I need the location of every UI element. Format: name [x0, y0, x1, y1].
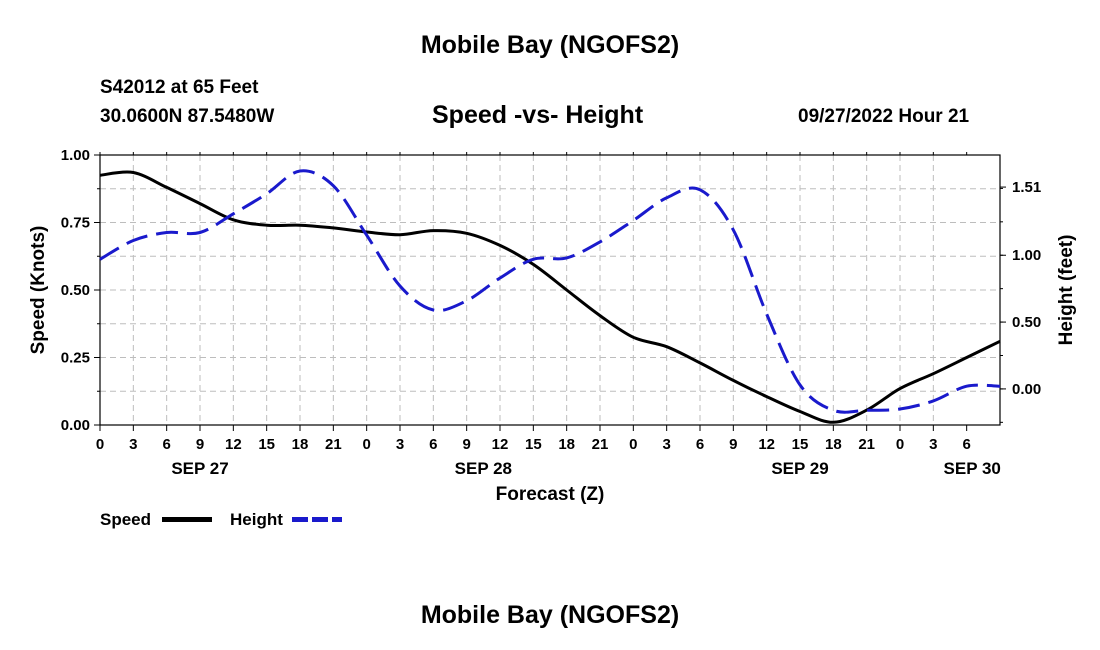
x-tick-label: 3 — [396, 436, 404, 453]
x-tick-label: 21 — [592, 436, 609, 453]
y2-tick-label: 0.00 — [1012, 381, 1041, 398]
legend-speed-label: Speed — [100, 510, 152, 529]
series-line-height — [99, 169, 1001, 414]
x-tick-label: 18 — [558, 436, 575, 453]
series-line-speed — [99, 170, 1001, 424]
footer-title: Mobile Bay (NGOFS2) — [420, 601, 680, 629]
x-tick-label: 21 — [325, 436, 342, 453]
x-tick-label: 6 — [429, 436, 437, 453]
x-tick-label: 3 — [662, 436, 670, 453]
x-tick-label: 6 — [162, 436, 170, 453]
y-tick-label: 0.50 — [61, 282, 90, 299]
x-tick-label: 12 — [225, 436, 242, 453]
chart-subtitle: Speed -vs- Height — [432, 101, 644, 129]
x-tick-label: 18 — [825, 436, 842, 453]
x-tick-label: 0 — [896, 436, 904, 453]
station-coordinates: 30.0600N 87.5480W — [100, 106, 275, 127]
x-tick-label: 21 — [858, 436, 875, 453]
x-tick-label: 3 — [129, 436, 137, 453]
date-label: SEP 28 — [455, 459, 512, 478]
x-tick-label: 9 — [729, 436, 737, 453]
y-tick-label: 0.75 — [61, 215, 90, 232]
x-tick-label: 9 — [462, 436, 470, 453]
series — [99, 169, 1001, 424]
y-tick-label: 0.25 — [61, 350, 90, 367]
y2-tick-label: 1.00 — [1012, 247, 1041, 264]
forecast-datetime: 09/27/2022 Hour 21 — [798, 106, 970, 127]
x-tick-label: 15 — [525, 436, 542, 453]
date-label: SEP 29 — [771, 459, 828, 478]
date-label: SEP 27 — [171, 459, 228, 478]
x-tick-label: 6 — [696, 436, 704, 453]
x-tick-label: 15 — [258, 436, 275, 453]
x-tick-label: 12 — [492, 436, 509, 453]
station-label: S42012 at 65 Feet — [100, 77, 259, 98]
y-axis-label: Speed (Knots) — [28, 226, 49, 355]
y-tick-label: 1.00 — [61, 147, 90, 164]
y-tick-label: 0.00 — [61, 417, 90, 434]
legend-height-swatch — [292, 517, 342, 522]
legend-speed-swatch — [162, 517, 212, 522]
axes: 0 3 6 9 12 15 18 21 0 3 6 9 12 15 18 21 0 3 6 9 12 15 18 21 0 3 6S… — [61, 147, 1041, 478]
x-tick-label: 0 — [362, 436, 370, 453]
chart-title: Mobile Bay (NGOFS2) — [420, 31, 680, 59]
x-tick-label: 0 — [629, 436, 637, 453]
y2-axis-label: Height (feet) — [1056, 235, 1077, 346]
x-tick-label: 12 — [758, 436, 775, 453]
x-tick-label: 6 — [962, 436, 970, 453]
date-label: SEP 30 — [944, 459, 1001, 478]
legend-height-label: Height — [230, 510, 283, 529]
y2-tick-label: 1.51 — [1012, 179, 1041, 196]
grid — [100, 154, 1000, 425]
x-tick-label: 15 — [792, 436, 809, 453]
x-tick-label: 9 — [196, 436, 204, 453]
speed-height-chart: 0 3 6 9 12 15 18 21 0 3 6 9 12 15 18 21 0 3 6 9 12 15 18 21 0 3 6S… — [28, 147, 1077, 505]
x-tick-label: 18 — [292, 436, 309, 453]
y2-tick-label: 0.50 — [1012, 314, 1041, 331]
x-axis-label: Forecast (Z) — [496, 484, 605, 505]
x-tick-label: 3 — [929, 436, 937, 453]
x-tick-label: 0 — [96, 436, 104, 453]
